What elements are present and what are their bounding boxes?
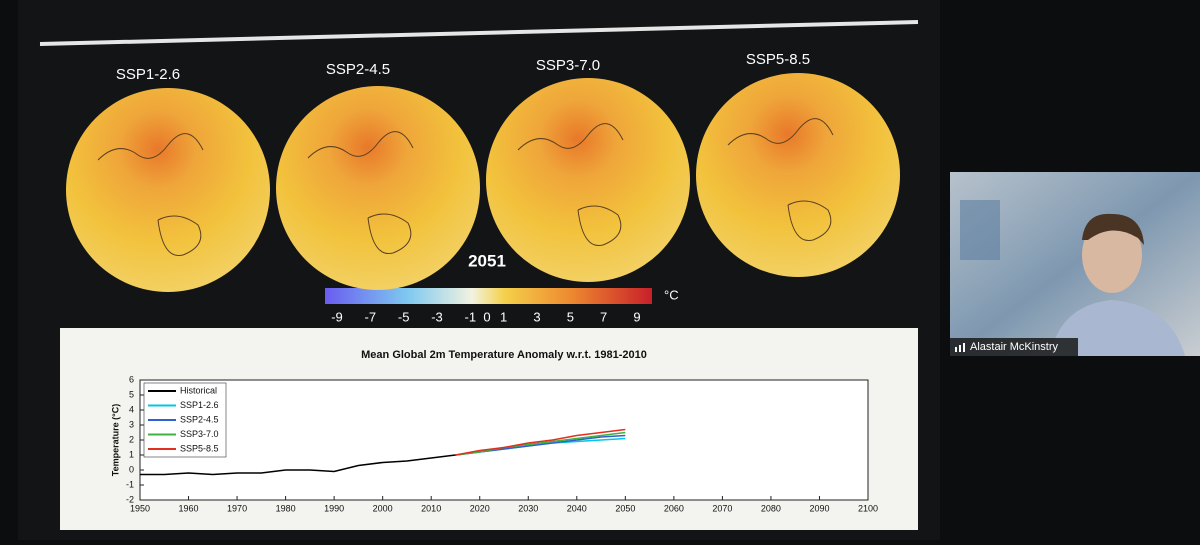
x-tick-label: 2060 <box>664 503 684 513</box>
colorbar-tick-label: 5 <box>567 309 574 324</box>
series-line <box>455 428 626 456</box>
y-tick-label: 1 <box>129 449 134 459</box>
y-tick-label: 2 <box>129 434 134 444</box>
x-tick-label: 1990 <box>324 503 344 513</box>
x-tick-label: 2050 <box>615 503 635 513</box>
legend-label: SSP2-4.5 <box>180 414 219 424</box>
x-tick-label: 2070 <box>712 503 732 513</box>
coastline <box>727 118 834 242</box>
participant-face <box>1082 217 1142 293</box>
scenario-label: SSP2-4.5 <box>326 61 390 78</box>
x-tick-label: 2100 <box>858 503 878 513</box>
globe <box>66 88 270 292</box>
colorbar-unit: °C <box>664 287 679 302</box>
x-tick-label: 1950 <box>130 503 150 513</box>
x-tick-label: 2090 <box>809 503 829 513</box>
colorbar-tick-label: 0 <box>483 309 490 324</box>
signal-icon <box>959 345 961 352</box>
name-badge <box>950 338 1078 356</box>
globe <box>276 86 480 290</box>
signal-icon <box>955 347 957 352</box>
legend-label: Historical <box>180 385 217 395</box>
x-tick-label: 1970 <box>227 503 247 513</box>
globe <box>696 73 900 277</box>
x-tick-label: 2030 <box>518 503 538 513</box>
legend-label: SSP1-2.6 <box>180 400 219 410</box>
participant-shirt <box>1050 300 1185 356</box>
slide-rule <box>39 20 919 46</box>
y-tick-label: -1 <box>126 479 134 489</box>
globe <box>486 78 690 282</box>
y-tick-label: 0 <box>129 464 134 474</box>
y-tick-label: -2 <box>126 494 134 504</box>
video-background <box>960 200 1000 260</box>
y-axis-label: Temperature (°C) <box>110 404 120 476</box>
scenario-label: SSP5-8.5 <box>746 51 810 68</box>
colorbar-tick-label: 3 <box>533 309 540 324</box>
legend-label: SSP3-7.0 <box>180 429 219 439</box>
x-tick-label: 1960 <box>179 503 199 513</box>
series-line <box>140 454 456 476</box>
x-tick-label: 2040 <box>567 503 587 513</box>
legend-label: SSP5-8.5 <box>180 443 219 453</box>
y-tick-label: 5 <box>129 389 134 399</box>
signal-icon <box>963 343 965 352</box>
colorbar-tick-label: -7 <box>365 309 377 324</box>
x-tick-label: 2080 <box>761 503 781 513</box>
y-tick-label: 6 <box>129 374 134 384</box>
y-tick-label: 3 <box>129 419 134 429</box>
x-tick-label: 2000 <box>373 503 393 513</box>
colorbar-tick-label: 9 <box>633 309 640 324</box>
colorbar-tick-label: -3 <box>431 309 443 324</box>
x-tick-label: 2020 <box>470 503 490 513</box>
series-line <box>455 431 626 456</box>
colorbar-tick-label: -5 <box>398 309 410 324</box>
coastline <box>307 131 414 255</box>
plot-area <box>139 379 869 501</box>
participant-name: Alastair McKinstry <box>970 341 1059 353</box>
colorbar-tick-label: 1 <box>500 309 507 324</box>
y-tick-label: 4 <box>129 404 134 414</box>
x-tick-label: 2010 <box>421 503 441 513</box>
participant-hair <box>1082 213 1144 245</box>
colorbar <box>325 288 652 304</box>
scenario-label: SSP1-2.6 <box>116 66 180 83</box>
scenario-label: SSP3-7.0 <box>536 57 600 74</box>
coastline <box>97 133 204 257</box>
year-label: 2051 <box>468 251 506 270</box>
colorbar-tick-label: -1 <box>465 309 477 324</box>
colorbar-tick-label: 7 <box>600 309 607 324</box>
coastline <box>517 123 624 247</box>
colorbar-tick-label: -9 <box>331 309 343 324</box>
x-tick-label: 1980 <box>276 503 296 513</box>
chart-title: Mean Global 2m Temperature Anomaly w.r.t… <box>361 349 647 361</box>
